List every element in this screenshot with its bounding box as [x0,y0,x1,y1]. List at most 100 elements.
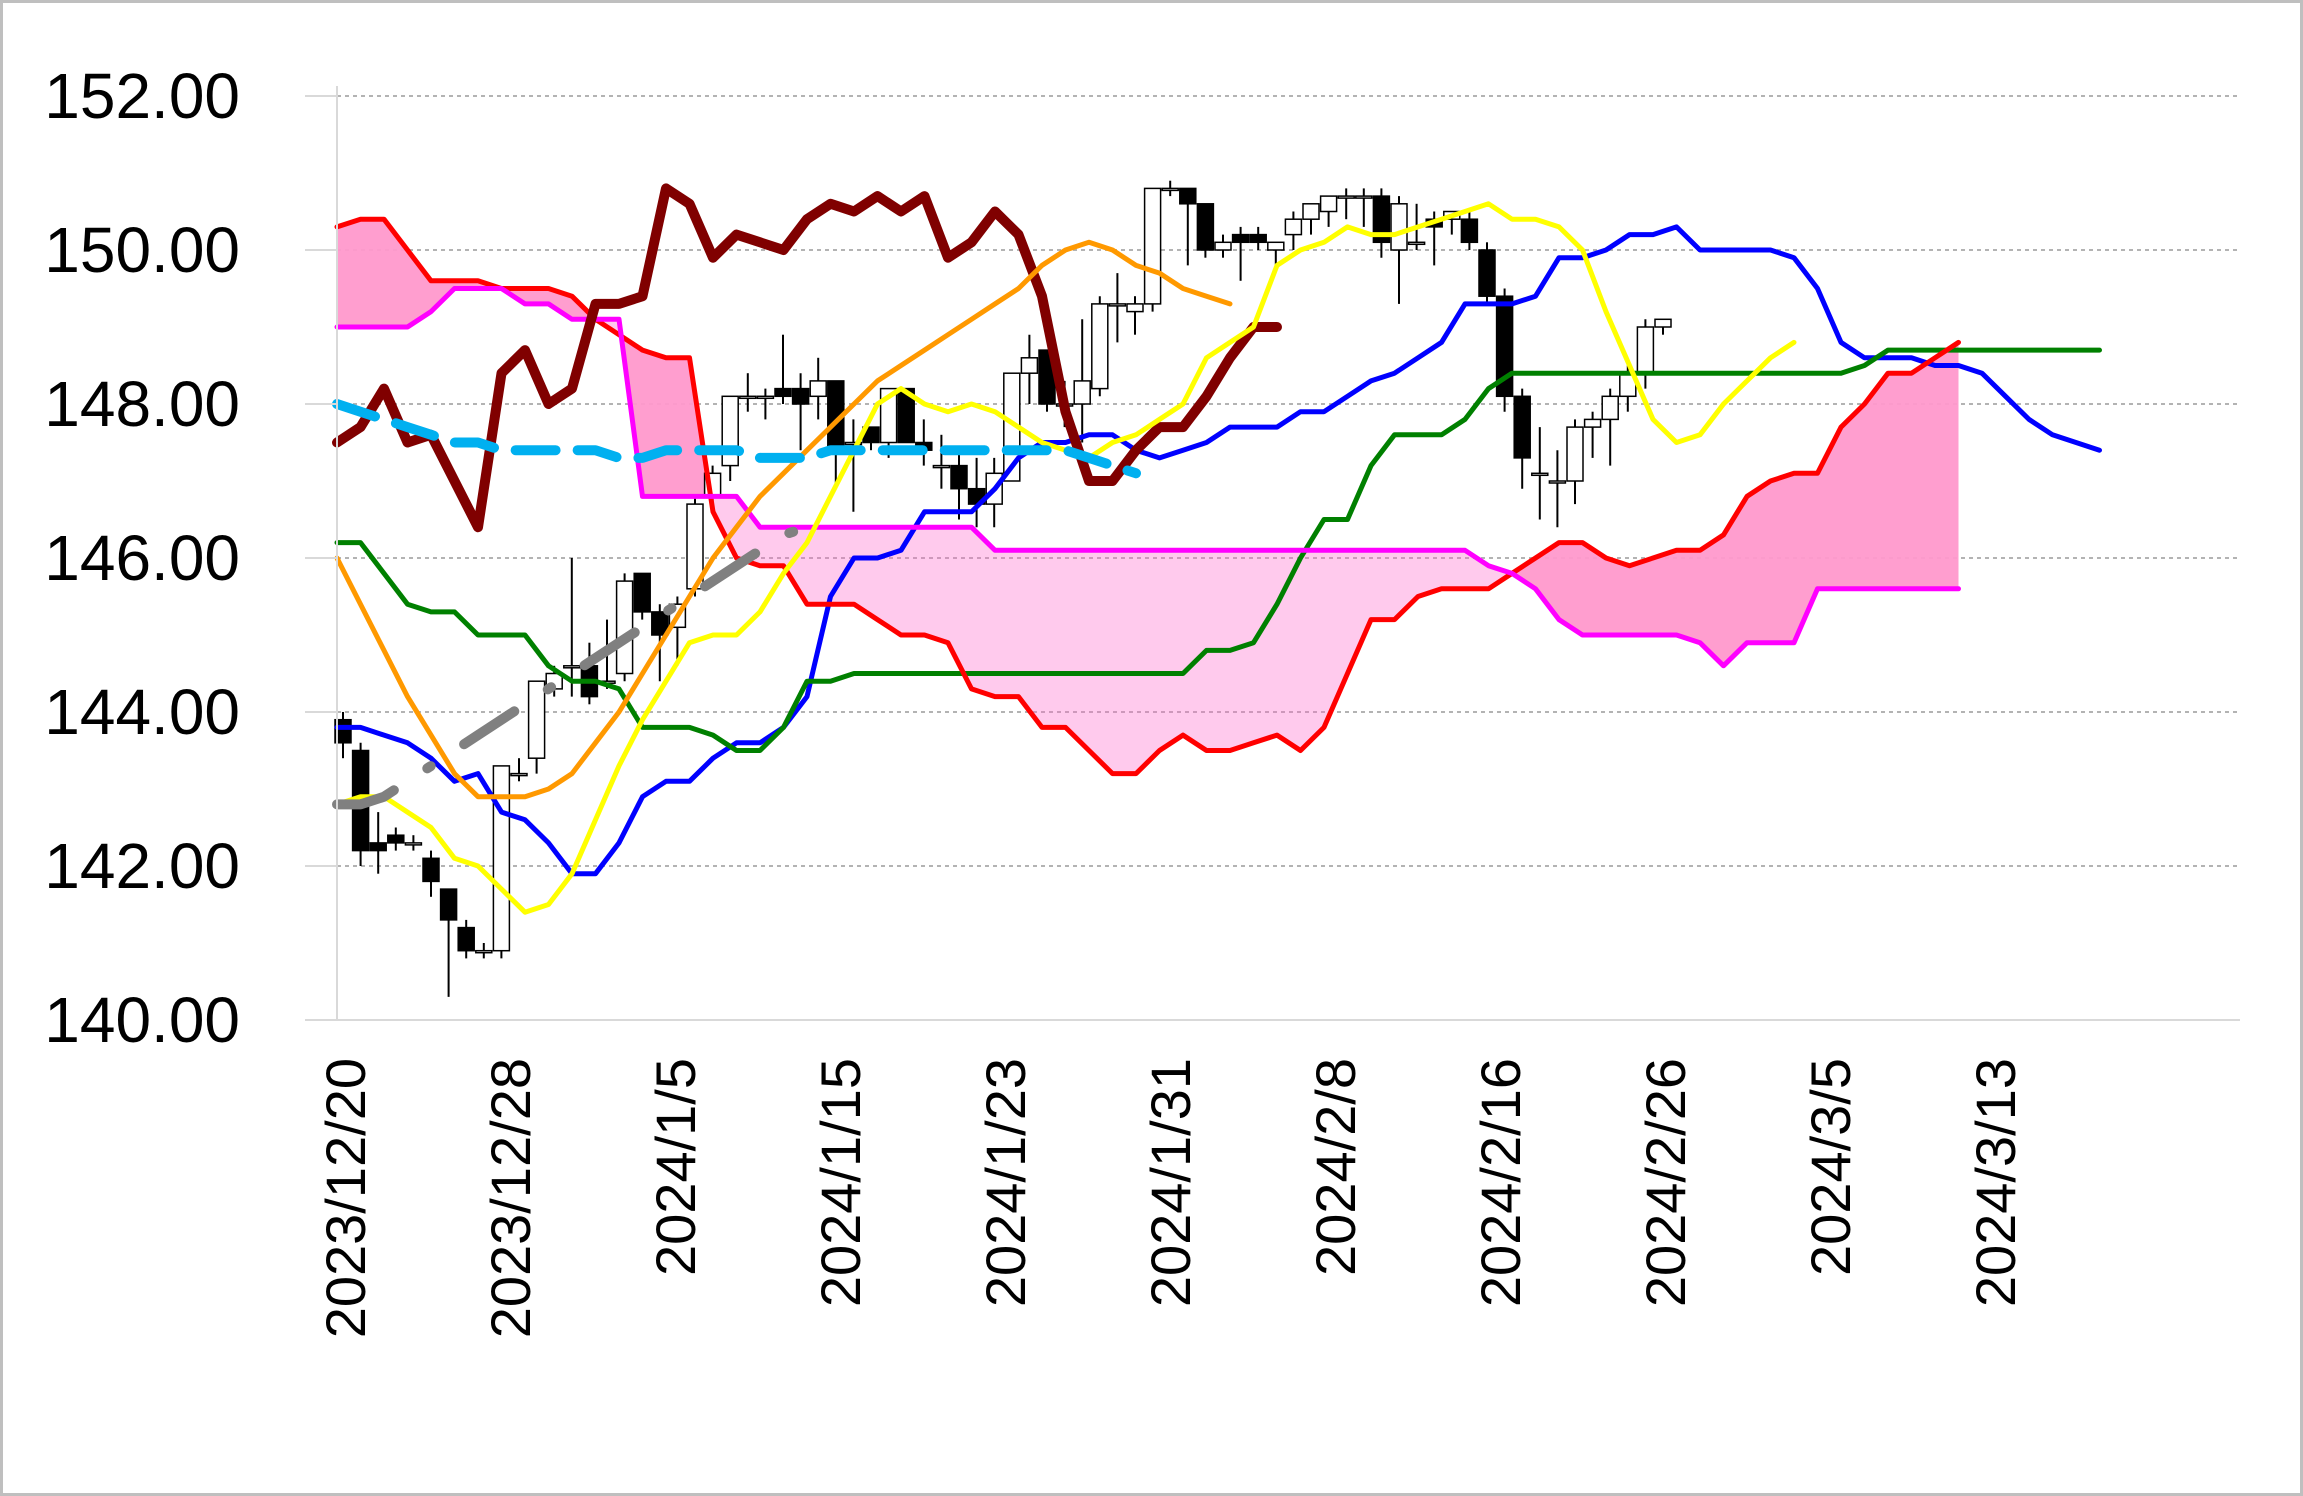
axes [305,86,2240,1021]
cloud-bearish-segment [1183,550,1207,751]
cloud-bearish-segment [854,527,878,620]
x-tick-label: 2024/3/13 [1964,1058,2027,1307]
candle-body [1091,303,1109,390]
senkou_a-line [334,216,1961,777]
candle-body [457,926,475,952]
candle-body [1126,303,1144,313]
candle-body [422,857,440,883]
candle-body [756,395,775,400]
candle-body [510,772,528,777]
cloud-bullish-segment [1747,481,1771,643]
candle-body [950,464,968,490]
cloud-bullish-segment [1676,550,1700,643]
cloud-bullish-segment [360,219,384,327]
candle-body [1601,395,1619,421]
cloud-bearish-segment [901,527,925,635]
cloud-bearish-segment [995,550,1019,697]
candle-body [1636,326,1655,374]
y-tick-label: 148.00 [44,368,240,440]
candle-body [563,665,581,669]
tenkan-line [334,224,2102,877]
cloud-bullish-segment [1770,473,1794,643]
cloud-bullish-segment [525,288,549,304]
candle-body [774,387,792,398]
candle-body [791,387,810,405]
cloud-bullish-segment [1606,558,1630,635]
x-tick-label: 2023/12/28 [479,1058,542,1338]
candle-body [1302,203,1320,220]
x-tick-label: 2024/2/16 [1469,1058,1532,1307]
cloud-bullish-segment [666,357,690,497]
x-tick-label: 2024/1/23 [974,1058,1037,1307]
cloud-bullish-segment [1559,542,1583,635]
cloud-bullish-segment [1629,558,1653,635]
cloud-bearish-segment [1089,550,1113,774]
cloud-bearish-segment [1018,550,1042,728]
candle-body [1231,233,1250,244]
candle-body [1478,249,1496,297]
candle-body [739,395,757,400]
candle-body [651,611,669,636]
candle-body [1548,480,1567,484]
cloud-bearish-segment [1300,550,1324,751]
kijun-line [334,347,2102,753]
candle-body [633,572,651,613]
candle-body [1319,195,1338,213]
cloud-bullish-segment [1512,558,1536,589]
candle-body [932,464,951,469]
y-axis-ticks: 140.00 142.00 144.00 146.00 148.00 150.00 152.… [44,60,240,1056]
cloud-bullish-segment [642,350,666,497]
cloud-bullish-segment [1535,542,1559,620]
x-tick-label: 2024/2/8 [1304,1058,1367,1276]
cloud-bearish-segment [1371,550,1395,620]
candle-body [1214,241,1232,251]
ma_long-line [332,399,1141,479]
candle-body [1108,303,1127,307]
candle-body [475,949,493,954]
candle-body [1566,426,1584,482]
candle-body [1179,187,1197,205]
cloud-bearish-segment [1465,550,1489,589]
candle-body [1355,195,1373,199]
candle-body [1196,203,1215,251]
candle-body [387,834,405,844]
candle-body [615,580,634,675]
candle-body [369,842,387,852]
candle-body [1495,295,1514,398]
candle-body [844,441,863,446]
cloud-bearish-segment [1065,550,1089,751]
cloud-bearish-segment [1136,550,1160,774]
cloud-bearish-segment [877,527,901,635]
cloud-bearish-segment [1042,550,1066,728]
x-tick-label: 2024/1/31 [1139,1058,1202,1307]
candle-body [1267,241,1285,251]
cloud-bearish-segment [1253,550,1277,743]
cloud-bullish-segment [1653,550,1677,635]
candle-body [1161,187,1179,192]
cloud-bearish-segment [1277,550,1301,751]
x-axis-ticks: 2023/12/20 2023/12/28 2024/1/5 2024/1/15 202… [314,1058,2027,1338]
x-tick-label: 2023/12/20 [314,1058,377,1338]
candle-body [492,765,511,952]
cloud-bearish-segment [1159,550,1183,751]
cloud-bearish-segment [1441,550,1465,589]
cloud-bullish-segment [1911,357,1935,589]
cloud-bullish-segment [1700,534,1724,666]
cloud-bullish-segment [1841,404,1865,589]
cloud-bullish-segment [1864,373,1888,589]
y-tick-label: 140.00 [44,984,240,1056]
indicator-lines [332,183,2102,915]
cloud-bearish-segment [736,496,760,566]
candle-body [1249,233,1267,244]
candle-body [527,680,546,759]
cloud-bearish-segment [1230,550,1254,751]
x-tick-label: 2024/1/15 [809,1058,872,1307]
candle-body [1654,318,1672,328]
y-tick-label: 142.00 [44,830,240,902]
cloud-bearish-segment [1347,550,1371,674]
candle-body [1337,195,1355,199]
cloud-bullish-segment [1888,373,1912,589]
candle-body [1513,395,1531,459]
candle-body [1284,218,1303,236]
ma_mid-line [334,239,1233,800]
